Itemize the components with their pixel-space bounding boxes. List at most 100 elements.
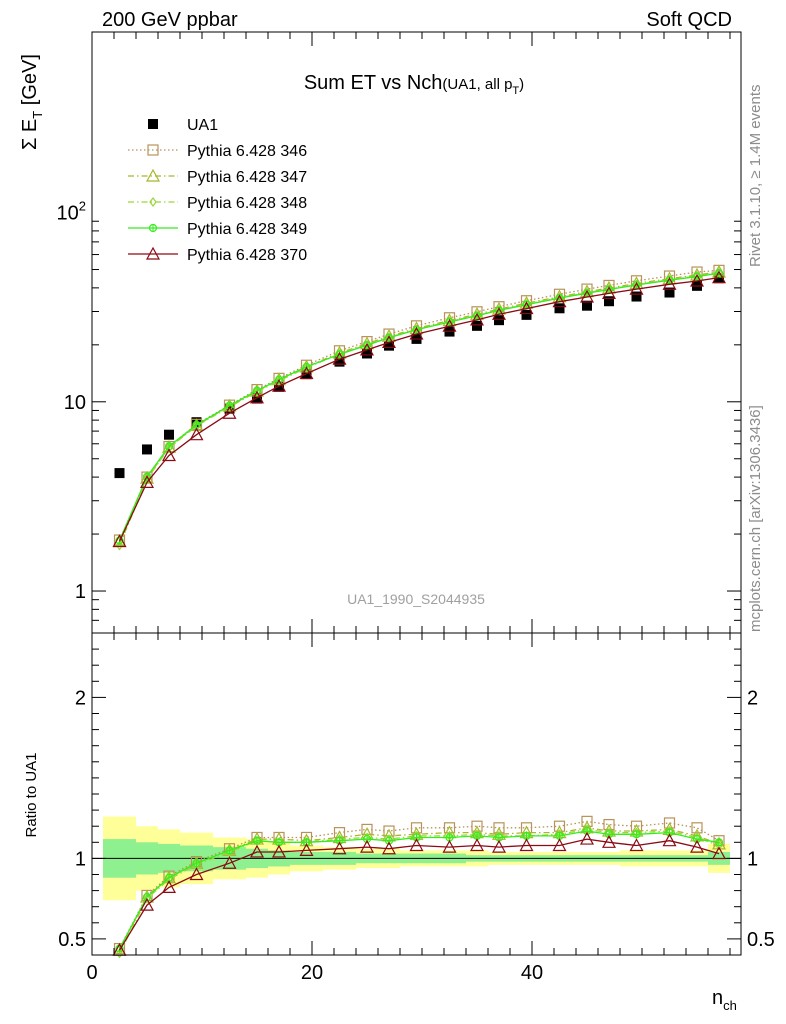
header-right: Soft QCD [646, 9, 732, 31]
main-series-5-point-19 [629, 281, 644, 295]
main-ytick-label-2: 102 [57, 199, 86, 225]
main-series-5-point-8 [332, 351, 347, 365]
ratio-series-4-point-6 [271, 844, 287, 858]
ratio-series-0-line [118, 820, 720, 949]
ratio-series-4-point-20 [662, 833, 677, 847]
legend-label-4: Pythia 6.428 349 [187, 221, 307, 238]
main-series-4-point-10 [384, 333, 394, 342]
ratio-xlabel: nch [712, 987, 737, 1013]
ratio-series-4-point-16 [552, 838, 567, 852]
main-series-5-point-12 [442, 318, 457, 332]
main-series-0-point-2 [164, 429, 174, 440]
legend-label-1: Pythia 6.428 346 [187, 143, 307, 160]
main-series-0-point-9 [362, 348, 372, 359]
main-series-2-line [118, 271, 720, 543]
main-series-2 [112, 264, 727, 548]
ratio-series-4-point-11 [409, 838, 424, 852]
ratio-ytick-label-l-2: 2 [75, 687, 86, 709]
ratio-series-4-point-13 [469, 838, 485, 852]
main-ylabel-unit: [GeV] [19, 54, 41, 111]
legend-entry-3: Pythia 6.428 348 [128, 195, 307, 212]
legend-marker-3 [149, 197, 157, 207]
legend-entry-5: Pythia 6.428 370 [128, 246, 307, 264]
ratio-series-4-point-2 [161, 880, 177, 893]
ratio-series-4-point-18 [601, 835, 617, 848]
main-ylabel-sub: T [30, 111, 45, 119]
legend: UA1 Pythia 6.428 346 Pythia 6.428 347 Pythi… [128, 117, 307, 264]
ratio-series-4-point-4 [222, 855, 237, 869]
main-series-0-point-0 [114, 468, 125, 479]
main-title-text: Sum ET vs Nch [304, 72, 443, 94]
main-series-5-point-3 [189, 427, 204, 441]
legend-entry-4: Pythia 6.428 349 [128, 221, 307, 238]
ratio-xtick-label-2: 40 [521, 962, 543, 984]
ratio-series-4-point-22 [711, 846, 727, 860]
ratio-series-4-point-9 [359, 839, 375, 853]
main-series-0-point-5 [252, 393, 262, 404]
axes: 1 10 102 0 20 40 0.5 0.5 1 1 2 2 [57, 31, 775, 984]
watermark: UA1_1990_S2044935 [347, 591, 485, 607]
main-series-5-point-18 [601, 286, 617, 299]
main-title: Sum ET vs Nch(UA1, all pT) [304, 72, 524, 97]
main-series-4-line [118, 272, 720, 541]
main-series-4 [115, 269, 724, 545]
ratio-ytick-label-l-0: 0.5 [58, 929, 86, 951]
ratio-ylabel: Ratio to UA1 [23, 752, 40, 837]
ratio-series-4-point-8 [332, 841, 347, 855]
main-series-5-point-2 [161, 448, 177, 462]
ratio-series-2-point-1 [143, 893, 151, 904]
legend-label-2: Pythia 6.428 347 [187, 169, 307, 186]
main-series-5-point-5 [249, 390, 265, 404]
main-series-0-point-17 [582, 300, 592, 311]
main-series-5-point-10 [381, 335, 397, 349]
main-ytick-label-0: 1 [75, 581, 86, 603]
main-series-5-point-20 [662, 276, 677, 290]
legend-entry-1: Pythia 6.428 346 [128, 143, 307, 160]
main-series-0 [114, 273, 724, 479]
main-series-3-line [118, 272, 720, 546]
ratio-ytick-label-r-2: 2 [747, 687, 758, 709]
ratio-xtick-label-0: 0 [86, 962, 97, 984]
ratio-series-4-point-12 [442, 839, 457, 853]
main-series-5-point-1 [139, 475, 155, 488]
main-series-0-point-1 [142, 444, 152, 455]
ratio-series-2-point-22 [715, 840, 723, 851]
ratio-series-3-point-22 [714, 838, 724, 847]
legend-label-3: Pythia 6.428 348 [187, 195, 307, 212]
ratio-series-4-point-15 [519, 838, 534, 852]
ratio-xlabel-sub: ch [723, 998, 737, 1013]
legend-marker-5 [145, 246, 161, 260]
ratio-ytick-label-r-0: 0.5 [747, 929, 775, 951]
ratio-series-2-point-2 [165, 874, 173, 885]
main-ylabel: Σ ET [GeV] [19, 54, 45, 150]
main-series-5-point-9 [359, 342, 375, 356]
main-series-0-point-14 [494, 315, 504, 326]
ratio-series-4-point-3 [189, 867, 204, 881]
header-left: 200 GeV ppbar [102, 9, 238, 31]
ratio-series-4 [112, 831, 727, 956]
main-series-5-point-0 [112, 534, 127, 547]
main-series-5-point-16 [552, 294, 567, 308]
main-series-3-point-2 [165, 442, 173, 453]
legend-marker-4 [148, 223, 158, 233]
main-series-0-point-18 [604, 296, 614, 307]
main-series-4-point-9 [362, 341, 372, 350]
main-series-5-point-14 [491, 307, 507, 320]
main-series-5-point-17 [579, 289, 595, 303]
main-ylabel-text: Σ E [19, 119, 41, 150]
main-series-0-point-8 [334, 356, 345, 367]
ratio-series-4-point-17 [579, 831, 595, 845]
legend-marker-2 [145, 168, 161, 182]
ratio-ytick-label-r-1: 1 [747, 848, 758, 870]
main-series-0-point-15 [521, 309, 532, 320]
main-ytick-label-1: 10 [64, 392, 86, 414]
ratio-series-4-point-10 [381, 841, 397, 855]
legend-entry-0: UA1 [148, 117, 218, 134]
main-series-5-point-13 [469, 312, 485, 326]
main-series-5-point-7 [299, 366, 314, 380]
main-series-5-point-11 [409, 326, 424, 340]
main-series-5-point-21 [689, 273, 705, 287]
main-series-0-point-19 [631, 291, 642, 302]
legend-marker-0 [148, 119, 158, 129]
